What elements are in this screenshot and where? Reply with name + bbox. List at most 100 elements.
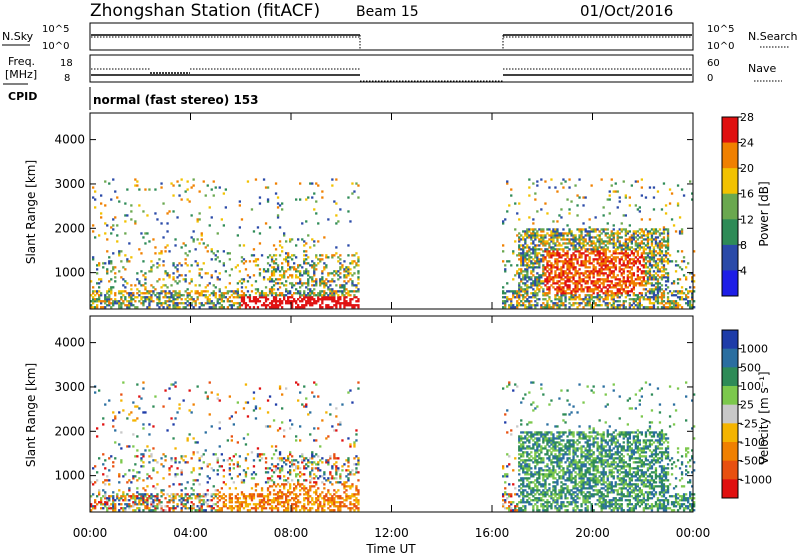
- heatmap-cell: [272, 274, 276, 277]
- heatmap-cell: [240, 481, 244, 484]
- heatmap-cell: [244, 304, 248, 307]
- heatmap-cell: [353, 457, 356, 460]
- heatmap-cell: [291, 465, 294, 468]
- heatmap-cell: [333, 497, 336, 500]
- heatmap-cell: [112, 411, 115, 414]
- heatmap-cell: [634, 230, 637, 233]
- heatmap-cell: [590, 298, 593, 301]
- heatmap-cell: [502, 244, 505, 247]
- heatmap-cell: [522, 244, 525, 247]
- heatmap-cell: [128, 294, 131, 297]
- heatmap-cell: [558, 288, 561, 291]
- heatmap-cell: [632, 300, 635, 303]
- heatmap-cell: [315, 182, 318, 185]
- heatmap-cell: [584, 276, 587, 279]
- heatmap-cell: [283, 272, 286, 275]
- heatmap-cell: [94, 505, 97, 508]
- heatmap-cell: [168, 507, 171, 510]
- heatmap-cell: [642, 260, 645, 263]
- heatmap-cell: [303, 260, 306, 263]
- heatmap-cell: [349, 443, 352, 446]
- heatmap-cell: [528, 258, 531, 261]
- heatmap-cell: [648, 260, 652, 263]
- heatmap-cell: [128, 302, 131, 305]
- heatmap-cell: [222, 224, 225, 227]
- heatmap-cell: [568, 280, 571, 283]
- heatmap-cell: [130, 497, 133, 500]
- heatmap-cell: [114, 415, 117, 418]
- heatmap-cell: [305, 403, 308, 406]
- heatmap-cell: [604, 260, 607, 263]
- heatmap-cell: [106, 507, 109, 510]
- heatmap-cell: [624, 300, 627, 303]
- heatmap-cell: [184, 190, 187, 193]
- heatmap-cell: [564, 246, 567, 249]
- heatmap-cell: [196, 292, 199, 295]
- heatmap-cell: [283, 258, 286, 261]
- heatmap-cell: [146, 499, 149, 502]
- heatmap-cell: [305, 493, 308, 496]
- heatmap-cell: [254, 258, 258, 261]
- heatmap-cell: [108, 469, 111, 472]
- heatmap-cell: [140, 503, 143, 506]
- heatmap-cell: [524, 304, 527, 307]
- heatmap-cell: [186, 501, 189, 504]
- heatmap-cell: [174, 495, 177, 498]
- heatmap-cell: [335, 284, 338, 287]
- heatmap-cell: [260, 487, 264, 490]
- heatmap-cell: [574, 286, 577, 289]
- heatmap-cell: [618, 270, 621, 273]
- heatmap-cell: [598, 240, 601, 243]
- heatmap-cell: [606, 236, 609, 239]
- heatmap-cell: [299, 300, 302, 303]
- heatmap-cell: [610, 254, 613, 257]
- heatmap-cell: [335, 304, 338, 307]
- heatmap-cell: [632, 302, 635, 305]
- heatmap-cell: [242, 495, 246, 498]
- heatmap-cell: [345, 481, 348, 484]
- heatmap-cell: [192, 467, 195, 470]
- heatmap-cell: [620, 222, 623, 225]
- heatmap-cell: [329, 477, 332, 480]
- heatmap-cell: [274, 445, 278, 448]
- heatmap-cell: [646, 298, 650, 301]
- heatmap-cell: [287, 302, 290, 305]
- heatmap-cell: [104, 501, 107, 504]
- heatmap-cell: [652, 294, 656, 297]
- heatmap-cell: [666, 232, 670, 235]
- heatmap-cell: [142, 427, 145, 430]
- heatmap-cell: [278, 286, 282, 289]
- heatmap-cell: [218, 306, 221, 309]
- heatmap-cell: [670, 306, 674, 309]
- heatmap-cell: [210, 493, 213, 496]
- heatmap-cell: [218, 260, 221, 263]
- heatmap-cell: [594, 228, 597, 231]
- heatmap-cell: [92, 505, 95, 508]
- heatmap-cell: [112, 503, 115, 506]
- heatmap-cell: [260, 296, 264, 299]
- heatmap-cell: [586, 274, 589, 277]
- heatmap-cell: [305, 300, 308, 303]
- heatmap-cell: [291, 274, 294, 277]
- heatmap-cell: [311, 238, 314, 241]
- heatmap-cell: [566, 224, 569, 227]
- heatmap-cell: [106, 238, 109, 241]
- heatmap-cell: [172, 290, 175, 293]
- heatmap-cell: [317, 509, 320, 512]
- heatmap-cell: [309, 495, 312, 498]
- heatmap-cell: [656, 292, 660, 295]
- heatmap-cell: [172, 306, 175, 309]
- heatmap-cell: [548, 260, 551, 263]
- heatmap-cell: [572, 234, 575, 237]
- heatmap-cell: [650, 228, 654, 231]
- heatmap-cell: [596, 240, 599, 243]
- heatmap-cell: [544, 274, 547, 277]
- heatmap-cell: [198, 306, 201, 309]
- heatmap-cell: [638, 260, 641, 263]
- heatmap-cell: [293, 483, 296, 486]
- heatmap-cell: [276, 499, 280, 502]
- heatmap-cell: [311, 507, 314, 510]
- heatmap-cell: [656, 266, 660, 269]
- heatmap-cell: [92, 256, 95, 259]
- heatmap-cell: [90, 294, 93, 297]
